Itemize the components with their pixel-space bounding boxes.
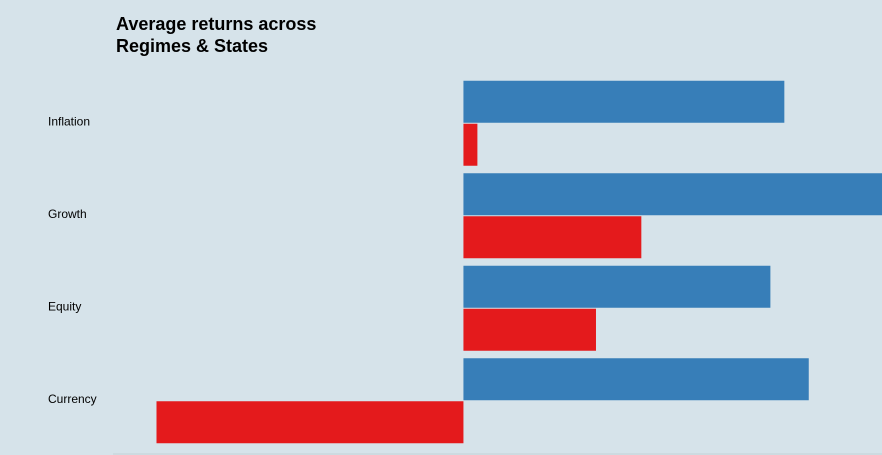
bar-currency-series-1 (463, 358, 809, 401)
bar-growth-series-1 (463, 173, 882, 216)
bar-growth-series-2 (463, 216, 642, 259)
category-label-inflation: Inflation (48, 114, 90, 128)
bar-inflation-series-1 (463, 80, 785, 123)
bar-inflation-series-2 (463, 123, 478, 166)
category-label-growth: Growth (48, 207, 87, 221)
chart-title-line-2: Regimes & States (116, 36, 269, 56)
chart-title: Average returns across Regimes & States (116, 13, 436, 57)
bar-equity-series-1 (463, 265, 771, 308)
category-label-currency: Currency (48, 392, 97, 406)
bar-currency-series-2 (156, 401, 464, 444)
chart-title-line-1: Average returns across (116, 14, 317, 34)
bar-equity-series-2 (463, 308, 596, 351)
category-label-equity: Equity (48, 299, 81, 313)
